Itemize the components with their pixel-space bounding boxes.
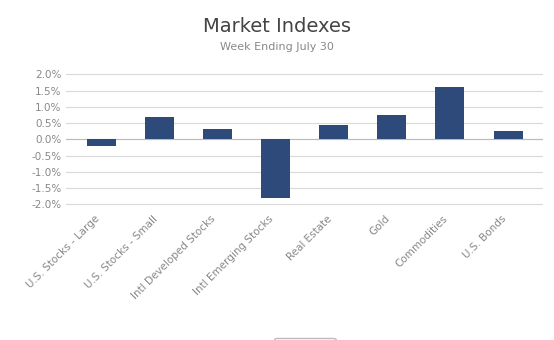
Legend: Week: Week xyxy=(274,338,336,340)
Text: Market Indexes: Market Indexes xyxy=(203,17,351,36)
Bar xyxy=(319,125,348,139)
Bar xyxy=(87,139,116,146)
Bar xyxy=(377,115,407,139)
Bar xyxy=(261,139,290,198)
Bar xyxy=(494,131,522,139)
Bar xyxy=(435,87,464,139)
Bar xyxy=(145,117,174,139)
Bar xyxy=(203,129,232,139)
Text: Week Ending July 30: Week Ending July 30 xyxy=(220,42,334,52)
